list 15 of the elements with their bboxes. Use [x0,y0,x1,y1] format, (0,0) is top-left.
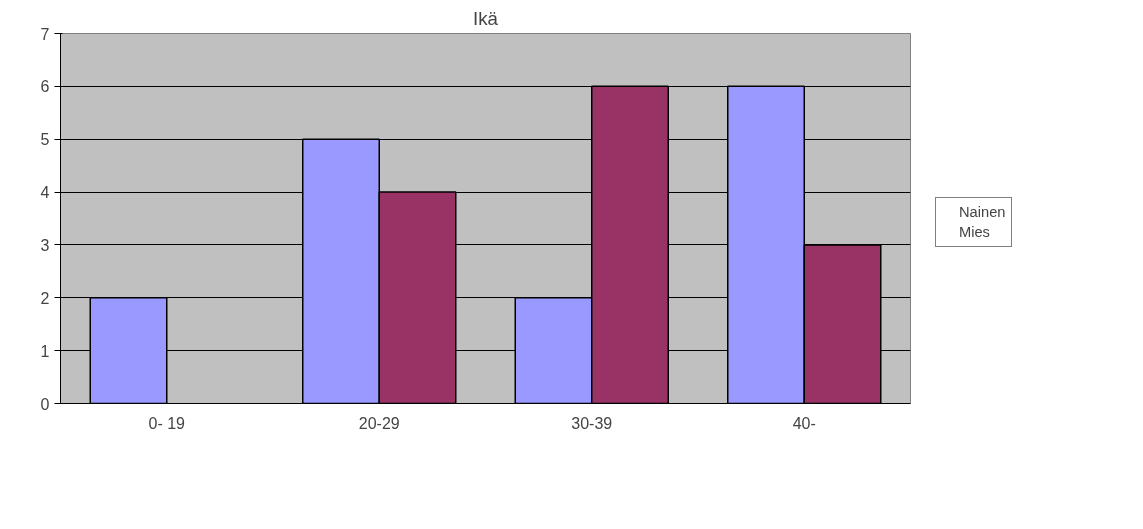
x-tick-label: 0- 19 [148,414,186,432]
x-tick-label: 40- [792,414,816,432]
y-tick-label: 3 [40,236,50,254]
y-tick-label: 0 [40,395,50,413]
y-tick-label: 4 [40,184,50,202]
y-tick-label: 2 [40,289,50,307]
text: Nainen [959,203,1006,220]
x-tick-label: 30-39 [571,414,613,432]
y-tick-label: 1 [40,342,50,360]
y-tick-label: 5 [40,131,50,149]
chart-title: Ikä [473,7,499,29]
text: Mies [959,223,990,240]
y-tick-label: 7 [40,25,50,43]
y-tick-label: 6 [40,78,50,96]
x-tick-label: 20-29 [358,414,400,432]
